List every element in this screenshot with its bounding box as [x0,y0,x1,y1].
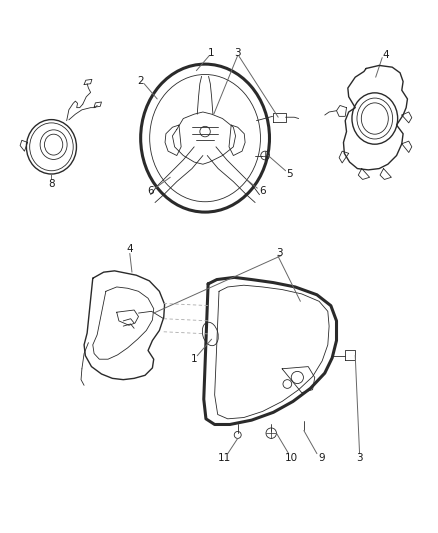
Text: 8: 8 [48,179,55,189]
Text: 4: 4 [382,50,389,60]
Text: 11: 11 [218,453,231,463]
Text: 6: 6 [147,186,154,196]
Text: 4: 4 [127,244,133,254]
Text: 10: 10 [285,453,298,463]
Text: 9: 9 [318,453,325,463]
Text: 3: 3 [356,453,363,463]
Text: 3: 3 [234,48,241,58]
Text: 1: 1 [191,354,198,364]
Text: 1: 1 [208,48,215,58]
Text: 6: 6 [260,186,266,196]
Text: 2: 2 [138,76,144,86]
Text: 3: 3 [277,248,283,259]
Text: 5: 5 [286,169,293,179]
